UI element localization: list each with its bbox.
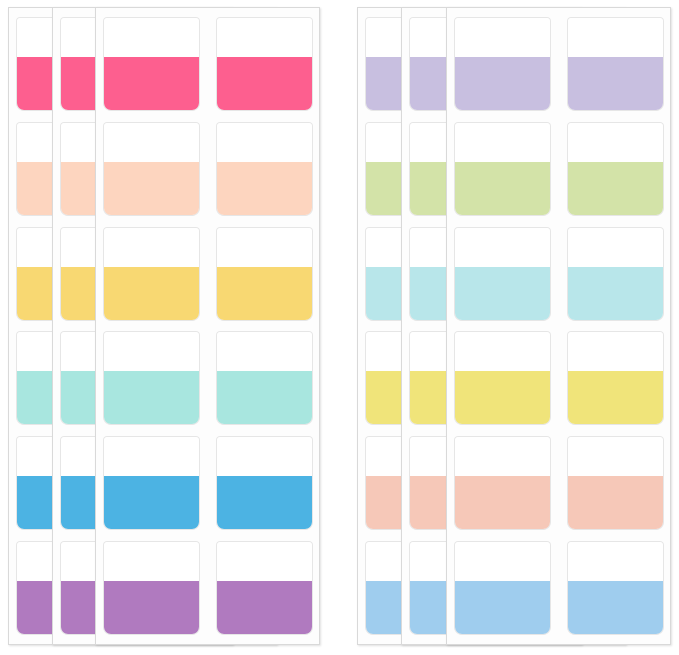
tab-sheet (95, 7, 320, 645)
sticky-tab (568, 18, 663, 110)
tab-color-strip (455, 266, 550, 320)
tab-writable-area (217, 227, 312, 267)
sticky-tab (217, 437, 312, 530)
sticky-tab (104, 542, 199, 634)
tab-color-strip (104, 266, 199, 320)
sticky-tab (217, 122, 312, 215)
sticky-tab (104, 122, 199, 215)
sticky-tab (568, 542, 663, 634)
tab-writable-area (455, 18, 550, 57)
tab-color-strip (217, 581, 312, 634)
tab-color-strip (455, 581, 550, 634)
tab-color-strip (568, 266, 663, 320)
tab-writable-area (455, 122, 550, 162)
sticky-tab (455, 122, 550, 215)
tab-color-strip (217, 57, 312, 110)
tab-writable-area (217, 332, 312, 372)
sticky-tab (104, 18, 199, 110)
sticky-tab (455, 227, 550, 320)
tab-writable-area (455, 332, 550, 372)
tab-color-strip (217, 476, 312, 530)
sticky-tab (104, 437, 199, 530)
tab-color-strip (568, 476, 663, 530)
sticky-tab (568, 122, 663, 215)
tab-writable-area (568, 227, 663, 267)
tab-writable-area (455, 542, 550, 581)
sticky-tab (568, 437, 663, 530)
sticky-tab (217, 18, 312, 110)
sticky-tab (217, 542, 312, 634)
tab-writable-area (568, 332, 663, 372)
tab-color-strip (104, 57, 199, 110)
tab-writable-area (455, 227, 550, 267)
tab-color-strip (217, 371, 312, 425)
tab-writable-area (217, 18, 312, 57)
sticky-tab (104, 227, 199, 320)
tab-color-strip (455, 371, 550, 425)
tab-writable-area (104, 122, 199, 162)
tab-writable-area (217, 437, 312, 477)
tab-writable-area (568, 18, 663, 57)
tab-color-strip (455, 57, 550, 110)
sticky-tab (104, 332, 199, 425)
sticky-tab (455, 18, 550, 110)
tab-writable-area (104, 18, 199, 57)
sticky-tab (217, 332, 312, 425)
sticky-tab (455, 542, 550, 634)
tab-color-strip (104, 161, 199, 215)
tab-writable-area (568, 542, 663, 581)
tab-writable-area (568, 122, 663, 162)
tab-color-strip (455, 476, 550, 530)
tab-color-strip (217, 266, 312, 320)
tab-writable-area (104, 542, 199, 581)
tab-writable-area (104, 437, 199, 477)
tab-color-strip (568, 161, 663, 215)
sticky-tab (568, 332, 663, 425)
tab-color-strip (104, 371, 199, 425)
tab-writable-area (217, 122, 312, 162)
sticky-tab (568, 227, 663, 320)
tab-writable-area (455, 437, 550, 477)
tab-color-strip (104, 581, 199, 634)
tab-writable-area (217, 542, 312, 581)
tab-sheet (446, 7, 671, 645)
sticky-tab (455, 437, 550, 530)
tab-color-strip (217, 161, 312, 215)
tab-color-strip (568, 57, 663, 110)
tab-color-strip (455, 161, 550, 215)
tab-color-strip (568, 371, 663, 425)
sticky-tab (217, 227, 312, 320)
tab-writable-area (568, 437, 663, 477)
tab-writable-area (104, 332, 199, 372)
tab-color-strip (104, 476, 199, 530)
sticky-tab (455, 332, 550, 425)
tab-writable-area (104, 227, 199, 267)
tab-color-strip (568, 581, 663, 634)
